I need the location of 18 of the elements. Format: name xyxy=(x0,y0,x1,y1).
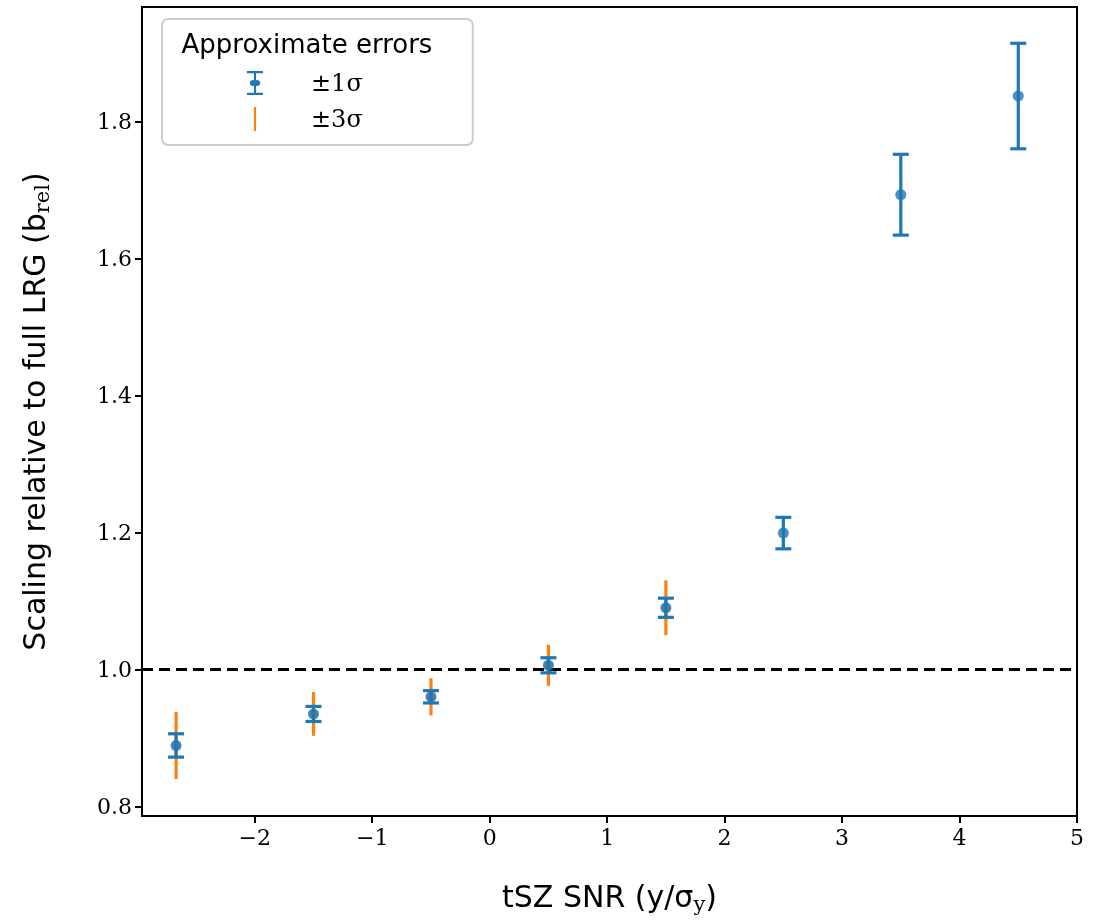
legend-title: Approximate errors xyxy=(181,29,433,59)
legend-label: ±1σ xyxy=(311,69,363,97)
x-tick-label: 2 xyxy=(717,824,732,850)
y-tick-label: 1.0 xyxy=(97,656,132,682)
y-tick-label: 1.4 xyxy=(97,382,132,408)
x-tick-label: 3 xyxy=(835,824,850,850)
y-tick-label: 1.2 xyxy=(97,519,132,545)
y-axis-title: Scaling relative to full LRG (brel) xyxy=(16,172,54,651)
y-tick-label: 1.6 xyxy=(97,245,132,271)
x-tick-label: −2 xyxy=(238,824,271,850)
x-tick-label: 0 xyxy=(482,824,497,850)
y-tick-label: 1.8 xyxy=(97,108,132,134)
y-tick-label: 0.8 xyxy=(97,793,132,819)
legend-label: ±3σ xyxy=(311,105,363,133)
x-tick-label: 5 xyxy=(1070,824,1084,850)
x-tick-label: −1 xyxy=(356,824,389,850)
x-tick-label: 1 xyxy=(600,824,615,850)
x-tick-label: 4 xyxy=(952,824,967,850)
